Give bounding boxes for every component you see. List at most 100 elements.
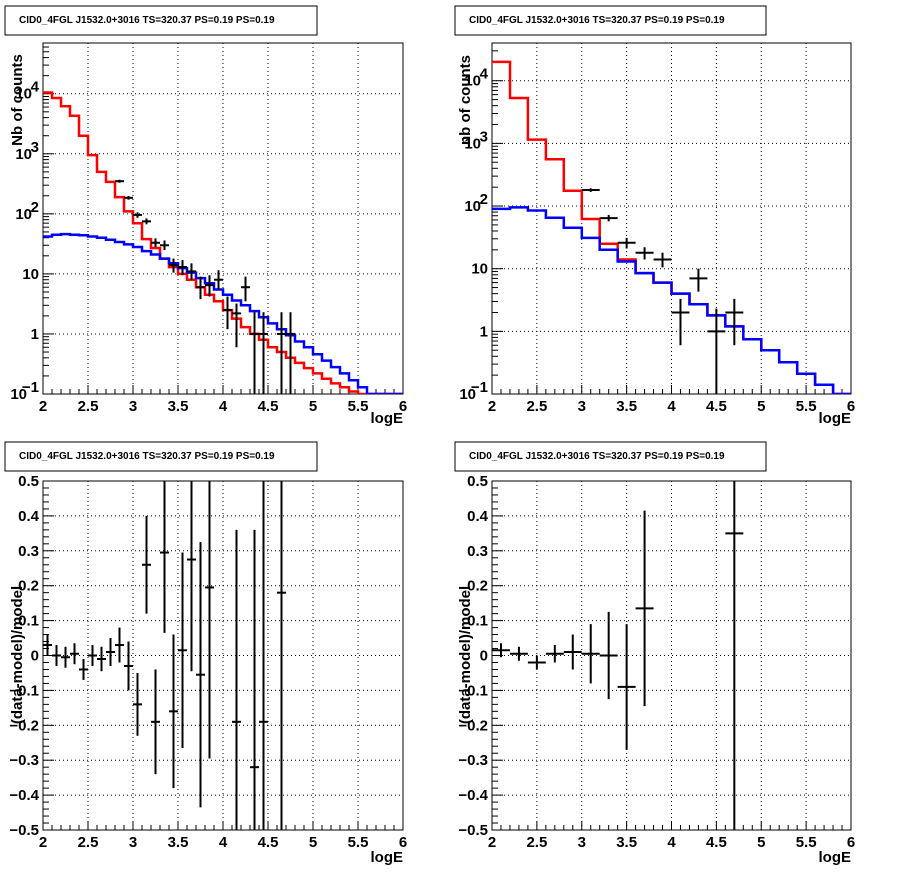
- data-point: [115, 627, 124, 663]
- x-tick-label: 6: [847, 398, 855, 415]
- y-tick-label: 0.5: [18, 473, 39, 490]
- y-axis-label: nb of counts: [457, 55, 474, 145]
- x-tick-label: 4.5: [258, 834, 279, 851]
- data-point: [277, 481, 286, 830]
- title-box: [4, 5, 318, 36]
- y-axis: −0.5 −0.4 −0.3 −0.2 −0.1 0 0.1 0.2 0.3 0.4 0.5 (dat…: [9, 473, 54, 839]
- histogram-series-2: [492, 206, 851, 394]
- data-point: [196, 542, 205, 808]
- data-point: [169, 258, 178, 273]
- data-point: [241, 276, 250, 302]
- x-tick-label: 4.5: [706, 834, 727, 851]
- y-tick-exponent: 2: [480, 191, 488, 208]
- histogram-series-1: [43, 91, 403, 394]
- data-point: [178, 552, 187, 748]
- data-point: [232, 303, 241, 348]
- x-tick-label: 3: [129, 398, 137, 415]
- data-point: [142, 218, 151, 225]
- y-axis: −0.5 −0.4 −0.3 −0.2 −0.1 0 0.1 0.2 0.3 0.4 0.5 (dat…: [457, 473, 503, 839]
- x-tick-label: 5: [757, 834, 765, 851]
- y-tick-label: 0: [31, 648, 39, 665]
- x-tick-label: 3.5: [616, 834, 637, 851]
- x-tick-label: 5.5: [796, 398, 817, 415]
- y-tick-label: 10: [464, 198, 481, 215]
- x-tick-label: 3: [578, 398, 586, 415]
- title-box: [454, 441, 767, 472]
- data-point: [133, 672, 142, 736]
- y-tick-label: 10: [459, 386, 476, 403]
- y-tick-label: 10: [471, 261, 488, 278]
- x-tick-label: 3.5: [168, 398, 189, 415]
- y-tick-label: 0.1: [18, 613, 39, 630]
- data-point: [286, 312, 295, 394]
- x-tick-label: 2: [39, 834, 47, 851]
- y-tick-label: −0.4: [458, 787, 488, 804]
- y-tick-exponent: 3: [31, 139, 39, 156]
- y-tick-label: 10: [464, 73, 481, 90]
- x-tick-label: 4: [667, 834, 676, 851]
- y-tick-label: −0.1: [458, 682, 488, 699]
- x-tick-label: 4: [667, 398, 676, 415]
- y-tick-exponent: −1: [22, 379, 39, 396]
- data-point: [635, 510, 654, 707]
- x-tick-label: 5: [309, 834, 317, 851]
- y-tick-label: 0.2: [467, 578, 488, 595]
- x-tick-label: 4: [219, 398, 228, 415]
- x-tick-label: 2.5: [526, 834, 547, 851]
- data-point: [725, 298, 744, 346]
- grid-lines: [491, 480, 852, 831]
- data-point: [599, 611, 618, 700]
- data-point: [563, 634, 582, 670]
- data-point: [725, 481, 744, 830]
- y-tick-label: −0.1: [9, 682, 39, 699]
- data-point: [492, 643, 510, 658]
- data-point: [259, 481, 268, 830]
- data-point: [160, 240, 169, 251]
- y-tick-label: 10: [10, 386, 27, 403]
- x-tick-label: 2: [488, 834, 496, 851]
- data-point: [707, 308, 726, 394]
- y-tick-label: −0.2: [9, 717, 39, 734]
- data-point: [617, 237, 636, 249]
- y-tick-label: 1: [31, 326, 39, 343]
- x-tick-label: 2: [39, 398, 47, 415]
- x-tick-label: 2: [488, 398, 496, 415]
- x-tick-label: 4: [219, 834, 228, 851]
- x-axis-label: logE: [819, 849, 852, 866]
- data-point: [250, 529, 259, 830]
- chart-title: CID0_4FGL J1532.0+3016 TS=320.37 PS=0.19…: [469, 451, 725, 462]
- y-tick-label: 10: [15, 146, 32, 163]
- x-tick-label: 5.5: [796, 834, 817, 851]
- y-tick-label: 10: [15, 86, 32, 103]
- data-point: [250, 312, 259, 394]
- data-point: [671, 298, 690, 346]
- data-point: [124, 641, 133, 691]
- chart-panel-1: 2 2.5 3 3.5 4 4.5 5 5.5 6logE10−1110102103104Nb …: [4, 5, 407, 427]
- chart-title: CID0_4FGL J1532.0+3016 TS=320.37 PS=0.19…: [469, 15, 725, 26]
- data-point: [223, 296, 232, 330]
- chart-title: CID0_4FGL J1532.0+3016 TS=320.37 PS=0.19…: [19, 451, 275, 462]
- y-tick-label: 0.1: [467, 613, 488, 630]
- data-point: [142, 515, 151, 614]
- data-point: [599, 214, 618, 222]
- data-point: [232, 529, 241, 830]
- y-tick-exponent: 3: [480, 128, 488, 145]
- x-tick-label: 4.5: [258, 398, 279, 415]
- data-point: [259, 312, 268, 394]
- title-box: [454, 5, 767, 36]
- data-point: [169, 634, 178, 789]
- data-point: [187, 263, 196, 280]
- plot-area: [43, 91, 403, 394]
- y-tick-label: 10: [464, 135, 481, 152]
- x-axis-label: logE: [371, 410, 404, 427]
- data-point: [689, 268, 708, 292]
- y-tick-label: 0.4: [18, 508, 40, 525]
- y-axis-label: Nb of counts: [9, 54, 26, 146]
- x-tick-label: 6: [399, 834, 407, 851]
- data-point: [653, 252, 672, 268]
